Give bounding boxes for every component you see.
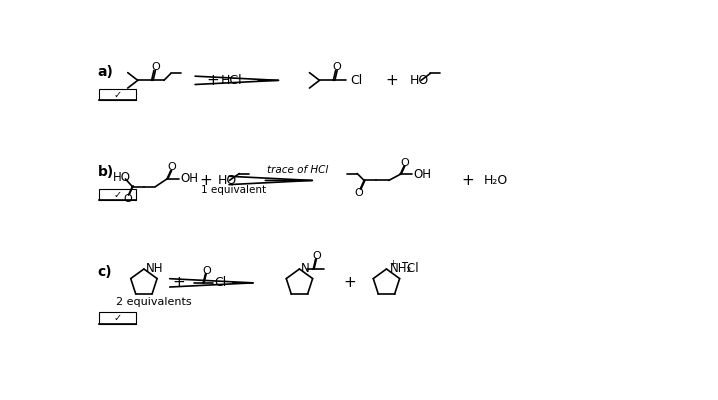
Text: +: +	[172, 275, 185, 290]
Text: Cl: Cl	[350, 74, 363, 87]
Text: O: O	[401, 158, 409, 168]
Bar	[99, 89, 136, 100]
Text: ✓: ✓	[113, 190, 122, 200]
Text: O: O	[312, 251, 321, 261]
Text: O: O	[333, 62, 342, 72]
Text: +: +	[461, 173, 474, 188]
Text: +: +	[343, 275, 356, 290]
Text: trace of HCl: trace of HCl	[266, 166, 327, 176]
Text: O: O	[202, 266, 210, 276]
Text: 1 equivalent: 1 equivalent	[202, 186, 266, 196]
Text: a): a)	[98, 65, 113, 79]
Text: +: +	[199, 173, 212, 188]
Text: H₂O: H₂O	[484, 174, 508, 187]
Text: O: O	[167, 162, 176, 172]
Text: O: O	[151, 62, 160, 72]
Text: OH: OH	[180, 172, 198, 186]
Text: OH: OH	[414, 168, 432, 181]
Bar	[99, 312, 136, 324]
Text: b): b)	[98, 165, 114, 179]
Text: c): c)	[98, 265, 112, 279]
Text: ✓: ✓	[113, 90, 122, 100]
Text: +: +	[388, 259, 396, 268]
Text: +: +	[206, 73, 219, 88]
Text: Cl: Cl	[215, 276, 227, 289]
Text: HO: HO	[409, 74, 429, 87]
Bar	[99, 189, 136, 200]
Text: N: N	[301, 262, 309, 275]
Text: HO: HO	[113, 171, 131, 184]
Text: O: O	[123, 194, 132, 204]
Text: ̅Cl: ̅Cl	[408, 262, 419, 275]
Text: O: O	[355, 188, 363, 198]
Text: NH₂: NH₂	[390, 262, 412, 275]
Text: +: +	[386, 73, 398, 88]
Text: HO: HO	[218, 174, 237, 187]
Text: NH: NH	[146, 262, 163, 275]
Text: 2 equivalents: 2 equivalents	[116, 297, 192, 307]
Text: ✓: ✓	[113, 313, 122, 323]
Text: HCl: HCl	[221, 74, 243, 87]
